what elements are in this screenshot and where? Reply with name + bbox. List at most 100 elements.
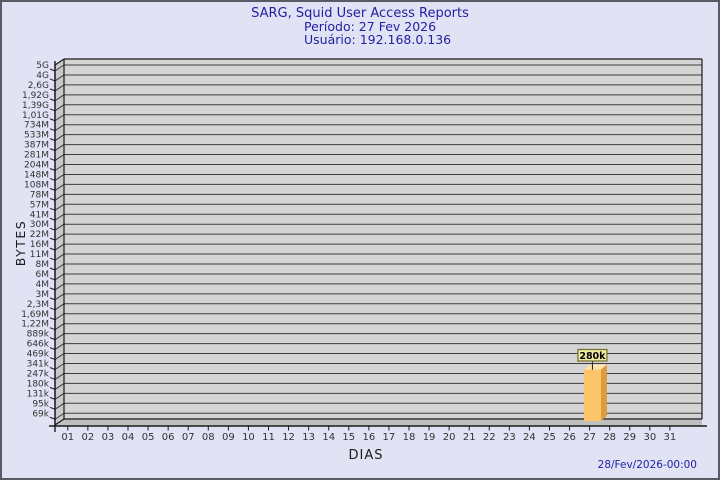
y-wall-grid-line <box>54 303 65 311</box>
y-tick-label: 5G <box>36 61 49 71</box>
x-tick-label: 02 <box>82 432 95 443</box>
y-tick-label: 78M <box>30 190 49 200</box>
y-wall-grid-line <box>54 213 65 221</box>
y-tick <box>49 177 56 181</box>
bar-top-face <box>583 364 607 370</box>
y-tick <box>49 88 56 92</box>
y-wall-grid-line <box>54 343 65 351</box>
y-tick <box>49 158 56 162</box>
x-tick-label: 03 <box>102 432 115 443</box>
data-bars: 280k <box>577 348 608 421</box>
y-tick-label: 1,69M <box>21 310 49 320</box>
x-tick-label: 05 <box>142 432 155 443</box>
y-tick <box>49 337 56 341</box>
y-wall-grid-line <box>54 382 65 390</box>
y-tick <box>49 357 56 361</box>
y-tick-label: 1,01G <box>22 111 49 121</box>
y-wall-grid-line <box>54 193 65 201</box>
x-tick-label: 29 <box>623 432 636 443</box>
bar-value-callout-box <box>577 348 608 362</box>
y-tick-label: 16M <box>30 240 49 250</box>
y-tick <box>49 297 56 301</box>
x-tick-label: 07 <box>182 432 195 443</box>
y-gridlines <box>54 64 702 420</box>
y-tick-label: 889k <box>27 330 50 340</box>
y-tick-label: 1,39G <box>22 101 49 111</box>
chart-left-wall <box>55 59 64 425</box>
bar-value-label: 280k <box>579 351 606 362</box>
x-tick-label: 10 <box>242 432 255 443</box>
y-tick <box>49 237 56 241</box>
y-tick <box>49 257 56 261</box>
y-tick-label: 30M <box>30 220 49 230</box>
y-wall-grid-line <box>54 174 65 181</box>
x-axis-title: DIAS <box>349 448 384 463</box>
x-tick-label: 24 <box>523 432 536 443</box>
y-wall-grid-line <box>54 402 65 410</box>
x-tick-label: 06 <box>162 432 175 443</box>
chart-floor <box>55 419 702 426</box>
y-tick <box>49 227 56 231</box>
x-tick-label: 30 <box>643 432 656 443</box>
y-wall-grid-line <box>54 74 65 82</box>
y-tick-label: 2,3M <box>27 300 49 310</box>
y-tick <box>49 168 56 171</box>
y-wall-grid-line <box>54 293 65 301</box>
y-tick <box>49 406 56 410</box>
x-tick-label: 19 <box>423 432 436 443</box>
y-axis-title: BYTES <box>13 220 28 267</box>
x-tick-label: 22 <box>483 432 496 443</box>
x-tick-label: 13 <box>302 432 315 443</box>
y-wall-grid-line <box>54 253 65 261</box>
y-wall-grid-line <box>54 134 65 142</box>
y-tick <box>49 396 56 400</box>
y-tick-label: 3M <box>36 290 50 300</box>
y-wall-grid-line <box>54 353 65 360</box>
y-tick <box>49 68 56 72</box>
y-tick <box>49 148 56 152</box>
y-tick-label: 11M <box>30 250 49 260</box>
y-tick <box>49 386 56 390</box>
x-tick-label: 28 <box>603 432 616 443</box>
y-wall-grid-line <box>54 144 65 152</box>
y-tick-label: 646k <box>27 340 50 350</box>
y-tick <box>49 367 56 370</box>
x-tick-label: 11 <box>262 432 275 443</box>
chart-subtitle-user: Usuário: 192.168.0.136 <box>304 32 452 47</box>
chart-subtitle-period: Período: 27 Fev 2026 <box>304 19 437 34</box>
y-wall-grid-line <box>54 124 65 132</box>
x-tick-label: 18 <box>403 432 416 443</box>
y-tick <box>49 376 56 380</box>
chart-title: SARG, Squid User Access Reports <box>251 6 469 21</box>
y-wall-grid-line <box>54 164 65 171</box>
y-tick-label: 95k <box>32 399 49 409</box>
y-tick-label: 734M <box>24 121 49 131</box>
y-tick <box>49 98 56 102</box>
x-tick-label: 08 <box>202 432 215 443</box>
x-tick-label: 27 <box>583 432 596 443</box>
y-tick <box>49 207 56 211</box>
x-tick-label: 04 <box>122 432 135 443</box>
x-tick-label: 23 <box>503 432 516 443</box>
y-tick-label: 204M <box>24 161 49 171</box>
y-tick-label: 4M <box>36 280 50 290</box>
x-tick-label: 17 <box>383 432 396 443</box>
y-wall-grid-line <box>54 114 65 122</box>
y-tick <box>49 317 56 321</box>
report-timestamp: 28/Fev/2026-00:00 <box>597 459 697 471</box>
x-tick-label: 15 <box>342 432 355 443</box>
y-tick-label: 387M <box>24 141 49 151</box>
y-tick <box>49 287 56 291</box>
bar-side-face <box>600 364 607 421</box>
y-wall-grid-line <box>54 64 65 72</box>
y-wall-grid-line <box>54 154 65 161</box>
y-tick-label: 533M <box>24 131 49 141</box>
y-tick-label: 1,22M <box>21 320 49 330</box>
y-tick <box>49 108 56 112</box>
y-tick-label: 8M <box>36 260 50 270</box>
y-tick-label: 57M <box>30 200 49 210</box>
y-wall-grid-line <box>54 183 65 191</box>
x-tick-label: 21 <box>463 432 476 443</box>
y-wall-grid-line <box>54 263 65 271</box>
